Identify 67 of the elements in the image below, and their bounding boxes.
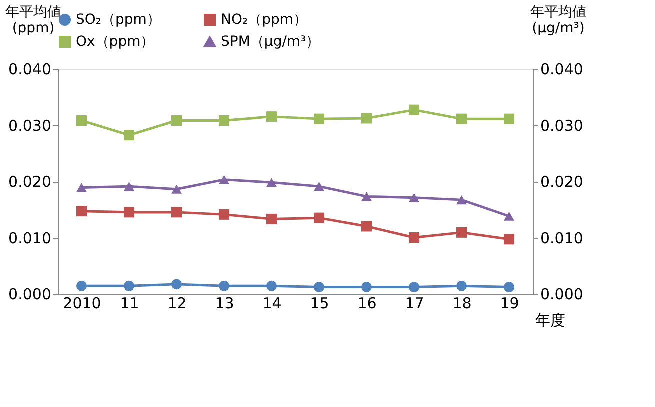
y2-tick-label: 0.000: [540, 286, 584, 304]
x-tick-label: 11: [120, 294, 140, 312]
legend-label: SO₂（ppm）: [76, 12, 161, 28]
point: [124, 207, 134, 218]
point: [219, 116, 230, 126]
x-tick-label: 13: [215, 294, 234, 312]
point: [172, 116, 182, 126]
point: [456, 227, 467, 238]
point: [314, 114, 324, 124]
point: [172, 207, 182, 218]
x-tick-label: 19: [500, 294, 520, 312]
point: [504, 114, 514, 124]
point: [409, 232, 420, 243]
point: [314, 212, 324, 224]
point: [76, 206, 87, 217]
point: [504, 234, 514, 245]
point: [266, 178, 277, 188]
point: [266, 214, 277, 224]
x-tick-label: 18: [452, 294, 472, 312]
x-tick-label: 17: [405, 294, 424, 312]
y-tick-label: 0.010: [8, 229, 52, 248]
point: [124, 182, 134, 192]
y-tick-label: 0.040: [8, 60, 52, 78]
y-tick-label: 0.020: [8, 173, 52, 191]
y-tick-label: 0.000: [8, 286, 52, 304]
point: [362, 282, 372, 292]
point: [172, 279, 182, 290]
x-tick-label: 16: [358, 294, 377, 312]
point: [362, 221, 372, 232]
point: [456, 114, 467, 124]
point: [219, 280, 230, 292]
legend-label: SPM（μg/m³）: [221, 34, 320, 50]
y-tick-label: 0.030: [8, 116, 52, 135]
x-tick-label: 2010: [63, 294, 102, 312]
point: [172, 184, 182, 194]
point: [314, 282, 324, 292]
point: [504, 282, 514, 292]
legend-label: Ox（ppm）: [76, 34, 155, 50]
point: [219, 209, 230, 220]
y2-tick-label: 0.010: [540, 229, 584, 248]
x-tick-label: 15: [310, 294, 330, 312]
point: [362, 113, 372, 124]
y2-tick-label: 0.020: [540, 173, 584, 191]
point: [76, 116, 87, 126]
point: [76, 280, 87, 292]
legend-label: NO₂（ppm）: [221, 12, 308, 28]
point: [266, 280, 277, 292]
x-tick-label: 12: [168, 294, 187, 312]
y2-tick-label: 0.030: [540, 116, 584, 135]
point: [314, 182, 324, 192]
point: [76, 183, 87, 192]
point: [456, 280, 467, 292]
point: [266, 112, 277, 122]
point: [409, 104, 420, 116]
point: [124, 130, 134, 141]
point: [409, 282, 420, 292]
x-tick-label: 14: [262, 294, 282, 312]
point: [362, 192, 372, 202]
point: [409, 193, 420, 202]
y2-axis-title: 年平均値 (μg/m³): [530, 4, 586, 36]
point: [124, 280, 134, 292]
point: [219, 175, 230, 184]
y2-tick-label: 0.040: [540, 60, 584, 78]
x-axis-title: 年度: [536, 312, 566, 330]
y-axis-title: 年平均値 (ppm): [6, 4, 62, 36]
point: [456, 196, 467, 205]
point: [504, 212, 514, 221]
